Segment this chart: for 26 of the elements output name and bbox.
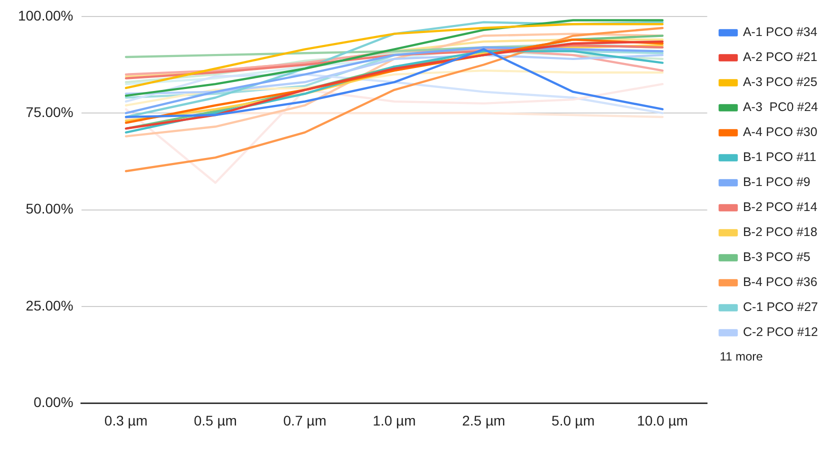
x-tick-label: 2.5 µm [462, 412, 506, 428]
x-tick-label: 10.0 µm [637, 412, 688, 428]
legend-label: B-1 PCO #9 [742, 175, 810, 190]
legend-label: C-2 PCO #12 [742, 325, 818, 340]
legend-label: B-2 PCO #18 [742, 225, 818, 240]
legend-label: C-1 PCO #27 [742, 300, 818, 314]
legend-label: B-2 PCO #14 [742, 200, 818, 214]
y-tick-label: 50.00% [26, 200, 74, 217]
legend-label: B-1 PCO #11 [742, 150, 816, 164]
x-tick-label: 5.0 µm [552, 412, 595, 428]
text: 11 more [720, 349, 764, 364]
legend-label: B-3 PCO #5 [742, 250, 810, 264]
legend-label: A-1 PCO #34 [742, 25, 818, 40]
y-tick-label: 75.00% [26, 104, 74, 120]
y-tick-label: 25.00% [26, 297, 74, 314]
legend-label: A-4 PCO #30 [742, 125, 818, 140]
legend-label: A-2 PCO #21 [742, 50, 818, 64]
x-tick-label: 0.5 µm [194, 412, 237, 428]
x-tick-label: 1.0 µm [372, 412, 416, 428]
legend-label: A-3 PC0 #24 [742, 100, 818, 114]
y-tick-label: 100.00% [18, 7, 74, 24]
legend-label: B-4 PCO #36 [742, 275, 818, 290]
x-tick-label: 0.3 µm [104, 412, 148, 428]
y-tick-label: 0.00% [34, 394, 74, 410]
legend-label: A-3 PCO #25 [742, 75, 818, 90]
x-tick-label: 0.7 µm [283, 412, 326, 428]
